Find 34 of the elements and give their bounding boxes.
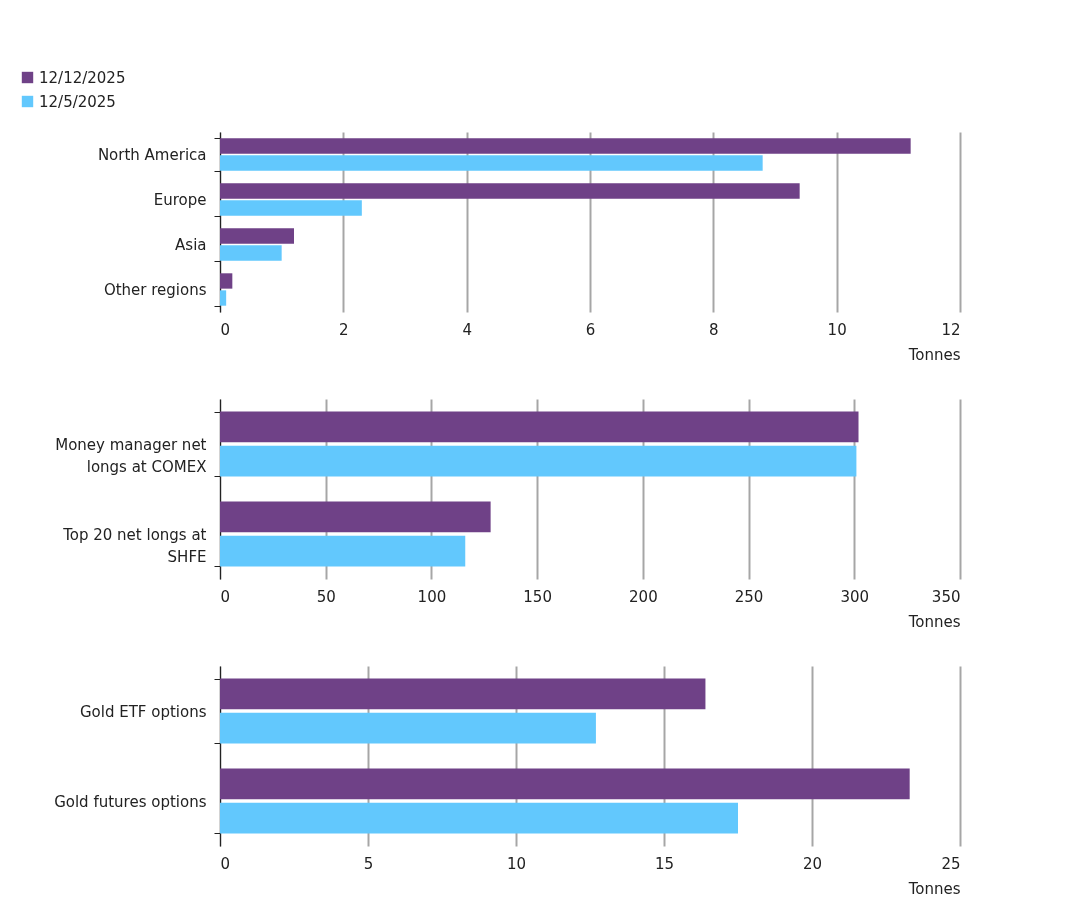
x-axis-title: Tonnes — [907, 612, 961, 631]
x-tick-label: 350 — [931, 587, 961, 606]
legend-label: 12/5/2025 — [39, 92, 116, 111]
x-tick-label: 50 — [316, 587, 336, 606]
y-tick-label: Top 20 net longs at SHFE — [62, 525, 207, 566]
x-tick-label: 20 — [802, 854, 823, 873]
x-tick-label: 10 — [506, 854, 527, 873]
x-tick-label: 12 — [941, 320, 961, 339]
x-tick-label: 8 — [709, 320, 719, 339]
x-tick-label: 5 — [363, 854, 374, 873]
x-tick-label: 0 — [220, 587, 231, 606]
x-tick-label: 4 — [462, 320, 472, 339]
x-tick-label: 25 — [941, 854, 961, 873]
x-tick-label: 150 — [523, 587, 552, 606]
legend-label: 12/12/2025 — [39, 68, 126, 87]
x-tick-label: 100 — [417, 587, 447, 606]
x-axis-title: Tonnes — [907, 345, 961, 364]
x-tick-label: 0 — [220, 320, 231, 339]
x-tick-label: 10 — [827, 320, 847, 339]
x-tick-label: 2 — [339, 320, 349, 339]
x-tick-label: 15 — [654, 854, 675, 873]
y-tick-label: Other regions — [103, 281, 207, 299]
y-tick-label: North America — [97, 146, 207, 164]
y-tick-label: Gold futures options — [54, 792, 207, 811]
y-tick-label: Money manager net longs at COMEX — [55, 435, 207, 476]
y-tick-label: Europe — [153, 191, 207, 209]
x-tick-label: 200 — [629, 587, 658, 606]
x-axis-title: Tonnes — [907, 879, 961, 898]
x-tick-label: 0 — [220, 854, 231, 873]
x-tick-label: 300 — [840, 587, 870, 606]
y-tick-label: Gold ETF options — [79, 702, 207, 721]
y-tick-label: Asia — [175, 236, 207, 254]
x-tick-label: 6 — [585, 320, 596, 339]
x-tick-label: 250 — [734, 587, 764, 606]
